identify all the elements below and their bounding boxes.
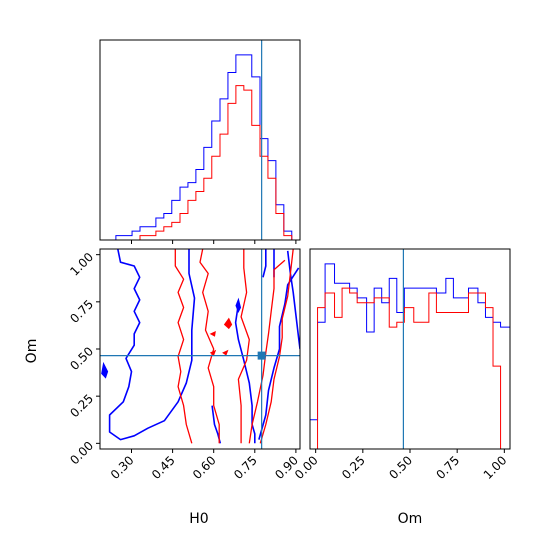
contour-line-red bbox=[174, 249, 193, 444]
contour-line-blue bbox=[108, 249, 196, 441]
x-axis-label-h0: H0 bbox=[189, 511, 208, 527]
tick-label-om-x: 0.00 bbox=[292, 453, 321, 482]
tick-label-om: 0.50 bbox=[67, 344, 96, 373]
contour-line-blue bbox=[258, 267, 300, 440]
tick-label-om-x: 0.50 bbox=[386, 453, 415, 482]
y-axis-label-om: Om bbox=[24, 339, 40, 364]
tick-label-om: 0.00 bbox=[67, 439, 96, 468]
histogram-om-red-series bbox=[310, 287, 510, 449]
contour-line-red bbox=[248, 259, 286, 444]
truth-marker bbox=[257, 351, 266, 360]
tick-label-om-x: 0.75 bbox=[433, 453, 462, 482]
contour-line-blue bbox=[286, 250, 300, 350]
contour-line-red bbox=[259, 249, 294, 444]
frame-om-histogram bbox=[309, 248, 511, 450]
contour-h0-om-panel: 0.30 0.45 0.60 0.75 0.900.000.250.500.751.00 bbox=[67, 248, 301, 482]
tick-label-om-x: 1.00 bbox=[481, 453, 510, 482]
histogram-h0-blue-series bbox=[100, 54, 300, 240]
tick-label-om: 0.75 bbox=[67, 297, 96, 326]
histogram-om-blue-series bbox=[310, 263, 510, 449]
tick-label-h0: 0.30 bbox=[108, 453, 137, 482]
x-axis-label-om: Om bbox=[398, 511, 423, 527]
contour-island-red bbox=[223, 317, 233, 330]
frame-h0-histogram bbox=[99, 39, 301, 241]
contour-island-red bbox=[209, 330, 216, 337]
frame-contour bbox=[99, 248, 301, 450]
tick-label-om: 0.25 bbox=[67, 391, 96, 420]
contour-line-red bbox=[199, 249, 220, 444]
histogram-h0-panel bbox=[99, 39, 301, 244]
tick-label-h0: 0.60 bbox=[190, 453, 219, 482]
contour-line-red bbox=[237, 249, 250, 444]
histogram-om-panel: 0.00 0.25 0.50 0.75 1.00 bbox=[292, 248, 511, 482]
contour-island-red bbox=[222, 349, 229, 356]
tick-label-om: 1.00 bbox=[67, 250, 96, 279]
contour-line-blue bbox=[262, 249, 267, 278]
tick-label-h0: 0.45 bbox=[149, 453, 178, 482]
contour-island-blue bbox=[235, 297, 242, 314]
tick-label-om-x: 0.25 bbox=[339, 453, 368, 482]
contour-island-blue bbox=[101, 361, 109, 379]
contour-island-red bbox=[209, 349, 217, 356]
contour-line-blue bbox=[234, 303, 256, 444]
tick-label-h0: 0.75 bbox=[231, 453, 260, 482]
histogram-h0-red-series bbox=[100, 85, 300, 240]
